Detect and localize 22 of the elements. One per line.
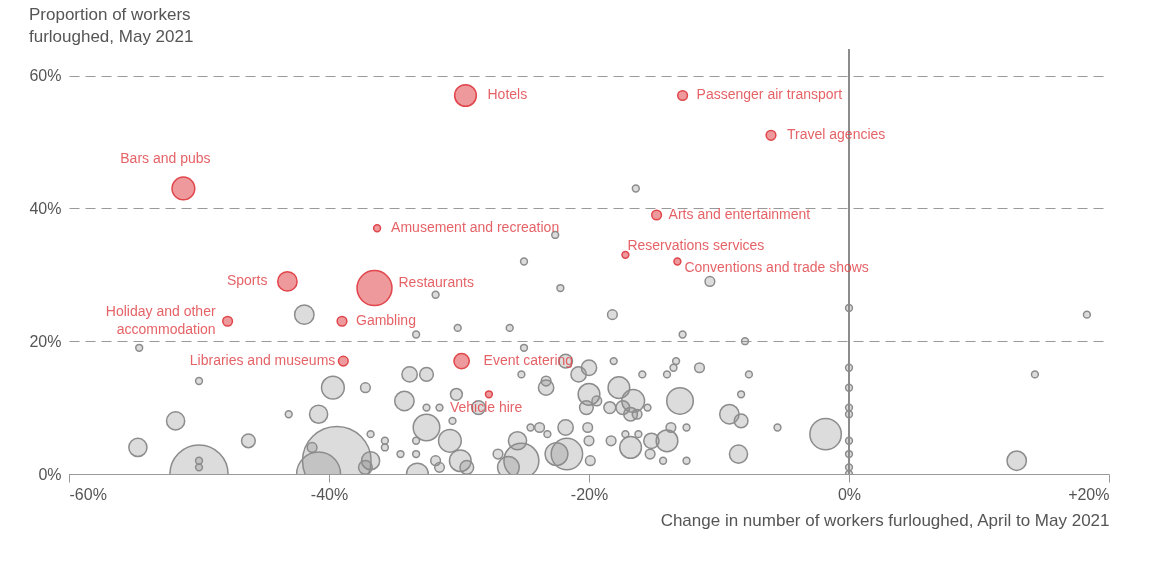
annotation: Restaurants (398, 274, 474, 291)
annotation: Hotels (487, 86, 528, 103)
x-tick-label: 0% (837, 485, 862, 503)
y-tick-label: 20% (29, 332, 62, 350)
annotation: Reservations services (627, 236, 765, 253)
y-axis-title: Proportion of workers furloughed, May 2021 (28, 5, 194, 46)
annotation: Arts and entertainment (668, 206, 811, 223)
annotation: Passenger air transport (696, 86, 843, 103)
x-axis-title: Change in number of workers furloughed, April to May 2021 (660, 510, 1110, 530)
annotation: Bars and pubs (120, 150, 211, 167)
x-tick-label: -60% (69, 485, 107, 503)
y-tick-label: 60% (29, 67, 62, 85)
annotation: Sports (226, 272, 268, 289)
annotation: Amusement and recreation (391, 219, 560, 236)
y-tick-label: 40% (29, 199, 62, 217)
annotation: Libraries and museums (189, 352, 336, 369)
x-tick-label: -40% (310, 485, 349, 503)
x-tick-label: -20% (570, 485, 609, 503)
annotation: Gambling (356, 312, 416, 329)
y-tick-label: 0% (38, 465, 62, 483)
annotation: Holiday and other accommodation (105, 303, 216, 338)
x-tick-label: +20% (1068, 485, 1110, 503)
